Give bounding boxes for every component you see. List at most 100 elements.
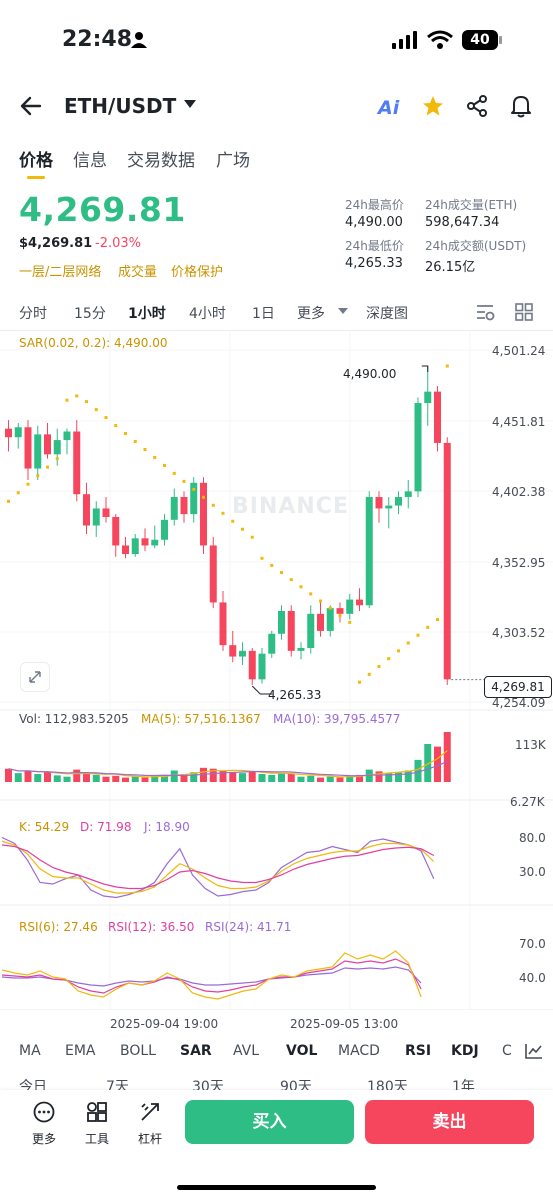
range-90d[interactable]: 90天 (280, 1079, 312, 1090)
leverage-icon[interactable] (139, 1101, 161, 1123)
range-180d[interactable]: 180天 (367, 1079, 408, 1090)
chart-settings-icon[interactable] (475, 302, 495, 322)
buy-button[interactable]: 买入 (185, 1100, 354, 1144)
link-volume[interactable]: 成交量 (118, 265, 158, 280)
vol-tick: 113K (515, 738, 546, 752)
rsi6-label: RSI(6): 27.46 (19, 920, 98, 934)
leverage-label[interactable]: 杠杆 (138, 1132, 163, 1146)
interval-1d[interactable]: 1日 (252, 306, 275, 322)
sar-dot (406, 641, 410, 645)
amount-value: 26.15亿 (425, 260, 476, 275)
sar-dot (358, 680, 361, 684)
interval-more[interactable]: 更多 (297, 306, 325, 322)
tab-trading-data[interactable]: 交易数据 (127, 151, 195, 171)
indicator-boll[interactable]: BOLL (120, 1043, 156, 1059)
volume-bar (92, 774, 100, 782)
volume-bar (14, 773, 22, 782)
volume-bar (365, 769, 373, 782)
range-30d[interactable]: 30天 (192, 1079, 224, 1090)
layout-grid-icon[interactable] (514, 302, 534, 322)
more-caret-icon[interactable] (338, 308, 348, 316)
indicator-settings-icon[interactable] (524, 1042, 544, 1060)
sar-dot (7, 499, 10, 503)
sar-dot (289, 578, 293, 582)
sar-dot (397, 649, 400, 653)
kdj-k-label: K: 54.29 (19, 820, 70, 834)
caret-down-icon[interactable] (184, 100, 196, 110)
interval-15m[interactable]: 15分 (74, 306, 106, 322)
tab-square[interactable]: 广场 (216, 151, 250, 171)
volume-bar (326, 776, 334, 782)
tab-price[interactable]: 价格 (19, 151, 53, 171)
bell-icon[interactable] (510, 94, 532, 118)
volume-bar (219, 770, 227, 782)
candle-body (5, 428, 12, 438)
star-icon[interactable] (422, 95, 444, 117)
interval-4h[interactable]: 4小时 (189, 306, 226, 322)
sar-dot (387, 657, 391, 661)
volume-bar (161, 774, 168, 782)
link-network[interactable]: 一层/二层网络 (19, 265, 102, 280)
more-icon[interactable] (33, 1101, 55, 1123)
range-today[interactable]: 今日 (19, 1079, 47, 1090)
volume-label: 24h成交量(ETH) (425, 198, 518, 212)
sar-dot (445, 364, 449, 368)
sell-button[interactable]: 卖出 (365, 1100, 534, 1144)
pair-title[interactable]: ETH/USDT (64, 94, 177, 118)
tab-info[interactable]: 信息 (73, 151, 107, 171)
sar-dot (16, 491, 20, 495)
status-time: 22:48 (62, 27, 133, 52)
indicator-avl[interactable]: AVL (233, 1043, 260, 1059)
candle-body (229, 645, 237, 657)
indicator-ma[interactable]: MA (19, 1043, 41, 1059)
sar-dot (231, 519, 235, 523)
rsi24-label: RSI(24): 41.71 (205, 920, 292, 934)
candle-body (131, 538, 139, 555)
candle-body (122, 545, 129, 555)
interval-1h[interactable]: 1小时 (128, 306, 166, 322)
back-arrow-icon[interactable] (20, 95, 42, 117)
range-1y[interactable]: 1年 (452, 1079, 475, 1090)
kline-chart[interactable] (0, 330, 553, 1010)
tools-label[interactable]: 工具 (85, 1132, 110, 1146)
y-tick: 4,303.52 (492, 626, 546, 640)
indicator-c[interactable]: C (502, 1043, 512, 1059)
candle-body (219, 602, 227, 646)
link-price-protection[interactable]: 价格保护 (171, 265, 224, 280)
volume-bar (83, 773, 90, 782)
sar-dot (270, 563, 274, 567)
indicator-macd[interactable]: MACD (338, 1043, 380, 1059)
last-price-tag-text: 4,269.81 (491, 680, 545, 694)
sar-dot (416, 633, 420, 637)
indicator-vol[interactable]: VOL (286, 1043, 318, 1059)
interval-depth[interactable]: 深度图 (366, 306, 408, 322)
fullscreen-button[interactable] (20, 662, 50, 692)
candle-body (395, 497, 402, 506)
more-label[interactable]: 更多 (32, 1132, 57, 1146)
sar-dot (104, 416, 108, 420)
candle-body (161, 519, 168, 540)
wifi-icon (427, 30, 453, 49)
volume-bar (424, 743, 432, 782)
range-7d[interactable]: 7天 (106, 1079, 129, 1090)
indicator-rsi[interactable]: RSI (405, 1043, 432, 1059)
y-tick: 4,451.81 (492, 415, 546, 429)
indicator-kdj[interactable]: KDJ (451, 1043, 479, 1059)
sar-dot (309, 592, 313, 596)
sar-dot (338, 613, 342, 617)
ai-icon[interactable]: Ai (378, 97, 400, 119)
indicator-sar[interactable]: SAR (180, 1043, 212, 1059)
volume-bar (229, 772, 237, 782)
x-label: 2025-09-05 13:00 (290, 1017, 399, 1031)
low-label: 24h最低价 (345, 239, 404, 253)
interval-timeshare[interactable]: 分时 (19, 306, 47, 322)
share-icon[interactable] (466, 95, 488, 117)
sar-dot (172, 471, 176, 475)
tools-icon[interactable] (86, 1101, 108, 1123)
kdj-k-line (1, 840, 435, 894)
candle-body (73, 431, 81, 495)
candle-body (424, 391, 432, 404)
indicator-ema[interactable]: EMA (65, 1043, 96, 1059)
sar-dot (241, 527, 244, 531)
usd-price: $4,269.81 (19, 236, 93, 251)
